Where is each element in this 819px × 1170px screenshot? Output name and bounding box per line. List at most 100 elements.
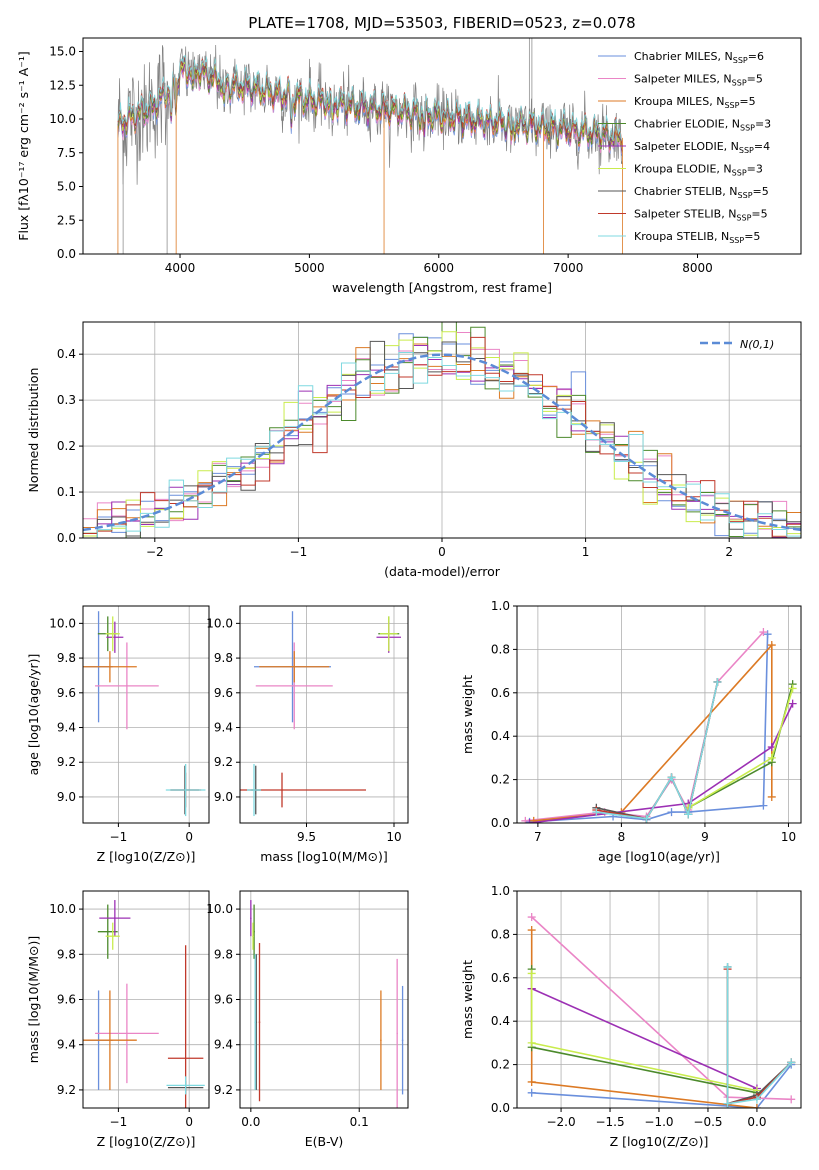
- histogram-series-8: [83, 336, 801, 538]
- x-axis-label: Z [log10(Z/Z⊙)]: [97, 849, 196, 864]
- data-point: [111, 632, 114, 635]
- y-axis-label: mass weight: [460, 675, 475, 754]
- data-point: [253, 789, 255, 791]
- weight-marker: [525, 819, 534, 823]
- legend-entry-1: Chabrier MILES, NSSP=6: [634, 50, 764, 65]
- y-axis-label: mass weight: [460, 960, 475, 1039]
- x-tick-label: 0: [438, 545, 446, 559]
- y-tick-label: 1.0: [491, 599, 510, 613]
- y-tick-label: 9.4: [57, 721, 76, 735]
- weight-line-1: [529, 634, 769, 823]
- x-tick-label: 8: [618, 830, 626, 844]
- y-tick-label: 0.0: [57, 531, 76, 545]
- panel-age_vs_Z: −1 0 9.0 9.2 9.4 9.6 9.8 10.0 Z [log10(Z/Z⊙)] age…: [26, 605, 210, 864]
- weight-marker: [642, 814, 651, 823]
- x-tick-label: 10: [386, 830, 401, 844]
- legend-entry-3: Kroupa MILES, NSSP=5: [634, 95, 756, 110]
- panel-spectrum: 4000 5000 6000 7000 8000 0.0 2.5 5.0 7.5 10.0 12.5…: [16, 37, 802, 295]
- data-point: [281, 789, 283, 791]
- x-tick-label: 0: [185, 830, 193, 844]
- weight-marker: [787, 1058, 796, 1067]
- legend-entry-2: Salpeter MILES, NSSP=5: [634, 73, 763, 88]
- x-tick-label: −2: [146, 545, 164, 559]
- legend-entry-7: Chabrier STELIB, NSSP=5: [634, 185, 769, 200]
- weight-line-8: [726, 969, 792, 1105]
- panel-massweight_vs_age: 7 8 9 10 0.0 0.2 0.4 0.6 0.8 1.0 age [log10(age/yr…: [460, 599, 802, 864]
- weight-line-1: [531, 1064, 792, 1108]
- x-axis-label: mass [log10(M/M⊙)]: [260, 849, 388, 864]
- data-point: [250, 917, 252, 919]
- y-tick-label: 0.4: [491, 729, 510, 743]
- weight-marker: [713, 677, 722, 686]
- y-tick-label: 9.8: [57, 947, 76, 961]
- y-tick-label: 9.6: [214, 686, 233, 700]
- weight-marker: [767, 753, 776, 762]
- axes-frame: [82, 605, 210, 824]
- data-point: [184, 1084, 187, 1087]
- y-tick-label: 9.8: [214, 651, 233, 665]
- y-tick-label: 9.2: [57, 1083, 76, 1097]
- x-axis-label: wavelength [Angstrom, rest frame]: [332, 280, 552, 295]
- spectrum-model-9: [117, 54, 623, 142]
- weight-marker: [788, 699, 797, 708]
- y-tick-label: 0.6: [491, 686, 510, 700]
- weight-marker: [787, 1095, 796, 1104]
- y-axis-label: age [log10(age/yr)]: [26, 654, 41, 776]
- weight-marker: [527, 1077, 536, 1086]
- axes-frame: [516, 890, 802, 1109]
- x-tick-label: 0.0: [241, 1115, 260, 1129]
- x-tick-label: −1.0: [644, 1115, 673, 1129]
- weight-marker: [527, 913, 536, 922]
- normal-curve: [83, 353, 801, 532]
- x-tick-label: −1.5: [595, 1115, 624, 1129]
- data-point: [387, 632, 390, 635]
- data-point: [106, 930, 109, 933]
- weight-line-7: [726, 967, 792, 1105]
- weight-line-9: [596, 681, 719, 820]
- y-tick-label: 9.2: [214, 1083, 233, 1097]
- y-tick-label: 0.8: [491, 642, 510, 656]
- y-tick-label: 9.4: [214, 1038, 233, 1052]
- data-point: [253, 930, 255, 933]
- data-point: [184, 789, 187, 791]
- data-point: [293, 685, 296, 687]
- axes-frame: [82, 321, 802, 539]
- y-tick-label: 7.5: [57, 146, 76, 160]
- panel-age_vs_mass: 9.5 10 9.0 9.2 9.4 9.6 9.8 10.0 mass [log10(M/M⊙…: [206, 605, 409, 864]
- weight-line-8: [596, 681, 719, 820]
- x-tick-label: 0: [185, 1115, 193, 1129]
- plot-area: [521, 628, 797, 823]
- weight-marker: [527, 1088, 536, 1097]
- x-tick-label: 6000: [423, 261, 454, 275]
- y-axis-label: mass [log10(M/M⊙)]: [26, 936, 41, 1064]
- legend-entry-4: Chabrier ELODIE, NSSP=3: [634, 118, 771, 133]
- weight-marker: [767, 792, 776, 801]
- data-point: [258, 1021, 261, 1023]
- x-tick-label: 4000: [165, 261, 196, 275]
- weight-marker: [527, 1038, 536, 1047]
- weight-line-6: [687, 688, 794, 809]
- weight-marker: [788, 684, 797, 693]
- x-tick-label: 0.1: [350, 1115, 369, 1129]
- x-tick-label: −0.5: [693, 1115, 722, 1129]
- data-point: [293, 665, 296, 668]
- x-tick-label: 5000: [294, 261, 325, 275]
- y-tick-label: 0.4: [491, 1014, 510, 1028]
- plot-area: [117, 38, 623, 254]
- weight-marker: [527, 926, 536, 935]
- weight-line-9: [726, 967, 792, 1105]
- x-tick-label: 7000: [553, 261, 584, 275]
- legend: Chabrier MILES, NSSP=6 Salpeter MILES, NS…: [598, 50, 771, 245]
- data-point: [111, 935, 114, 938]
- weight-marker: [767, 641, 776, 650]
- weight-marker: [752, 1104, 761, 1108]
- plot-area: [83, 900, 205, 1108]
- y-tick-label: 0.0: [491, 1101, 510, 1115]
- data-point: [126, 685, 128, 687]
- data-point: [380, 1039, 382, 1041]
- y-tick-label: 0.0: [491, 816, 510, 830]
- x-axis-label: Z [log10(Z/Z⊙)]: [610, 1134, 709, 1149]
- x-tick-label: 1: [582, 545, 590, 559]
- weight-line-5: [531, 987, 758, 1090]
